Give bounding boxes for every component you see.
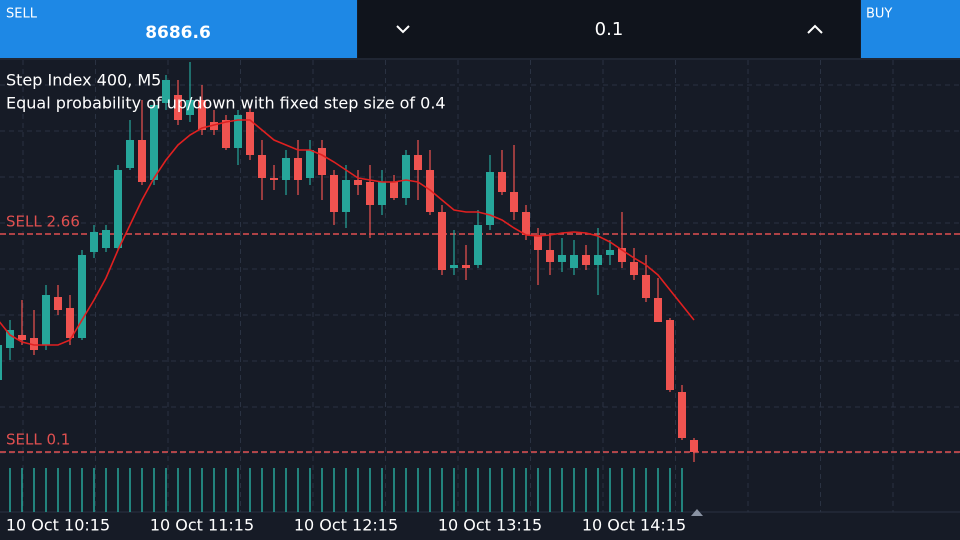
candle-body (570, 255, 578, 268)
candle-body (342, 180, 350, 212)
lot-size: 0.1 (595, 19, 624, 40)
candle-body (678, 392, 686, 438)
candle-body (306, 150, 314, 178)
candle-body (486, 172, 494, 225)
candle-body (174, 95, 182, 120)
x-tick-label: 10 Oct 10:15 (6, 516, 110, 535)
candle-body (390, 182, 398, 198)
candle-body (0, 345, 2, 380)
candle-body (282, 158, 290, 180)
candle-body (114, 170, 122, 248)
candle-body (402, 155, 410, 198)
candle-body (186, 100, 194, 115)
candle-body (666, 320, 674, 390)
candle-body (450, 265, 458, 268)
candle-body (594, 255, 602, 265)
candle-body (222, 120, 230, 148)
decrease-lot[interactable] (396, 25, 410, 34)
chart-subtitle: Equal probability of up/down with fixed … (6, 94, 446, 113)
candle-body (30, 338, 38, 350)
candle-body (78, 255, 86, 338)
candle-body (630, 262, 638, 275)
candle-body (162, 80, 170, 103)
candle-body (618, 248, 626, 262)
candle-body (150, 105, 158, 180)
candle-body (66, 308, 74, 338)
candle-body (54, 297, 62, 310)
candle-body (210, 122, 218, 130)
sell-button[interactable] (0, 0, 357, 58)
candle-body (654, 298, 662, 322)
position-marker (691, 509, 703, 516)
candle-body (510, 192, 518, 212)
candle-body (42, 295, 50, 345)
candle-body (582, 255, 590, 265)
candle-body (498, 172, 506, 192)
candle-body (474, 225, 482, 265)
chart-title: Step Index 400, M5 (6, 71, 161, 90)
candle-body (318, 148, 326, 175)
increase-lot[interactable] (807, 24, 823, 34)
candle-body (366, 182, 374, 205)
candle-body (462, 265, 470, 268)
buy-label: BUY (866, 7, 892, 22)
candle-body (546, 250, 554, 262)
x-tick-label: 10 Oct 13:15 (438, 516, 542, 535)
candle-body (606, 250, 614, 255)
candle-body (378, 182, 386, 205)
candle-body (246, 112, 254, 155)
candle-body (138, 140, 146, 182)
sell-label: SELL (6, 7, 38, 22)
candle-body (258, 155, 266, 178)
candle-body (690, 440, 698, 452)
candle-body (642, 275, 650, 298)
buy-button[interactable] (861, 0, 960, 58)
order-level-label: SELL 2.66 (6, 213, 80, 231)
candle-body (534, 235, 542, 250)
candle-body (294, 158, 302, 180)
candle-body (330, 175, 338, 212)
candle-body (126, 140, 134, 168)
x-tick-label: 10 Oct 14:15 (582, 516, 686, 535)
x-tick-label: 10 Oct 11:15 (150, 516, 254, 535)
candle-body (522, 212, 530, 235)
candle-body (198, 100, 206, 130)
candle-body (102, 230, 110, 248)
order-level-label: SELL 0.1 (6, 431, 70, 449)
sell-price: 8686.6 (145, 23, 211, 43)
candle-body (234, 115, 242, 148)
candle-body (354, 180, 362, 185)
candle-body (90, 232, 98, 252)
candle-body (270, 178, 278, 180)
candle-body (18, 335, 26, 340)
candle-body (438, 212, 446, 270)
moving-average (0, 119, 695, 346)
candle-body (414, 155, 422, 170)
candle-body (6, 330, 14, 348)
x-tick-label: 10 Oct 12:15 (294, 516, 398, 535)
lot-selector (358, 0, 860, 58)
candle-body (558, 255, 566, 262)
plot: SELL 2.66 SELL 0.1 10 Oct 10:15 10 Oct 11:1… (0, 62, 960, 535)
